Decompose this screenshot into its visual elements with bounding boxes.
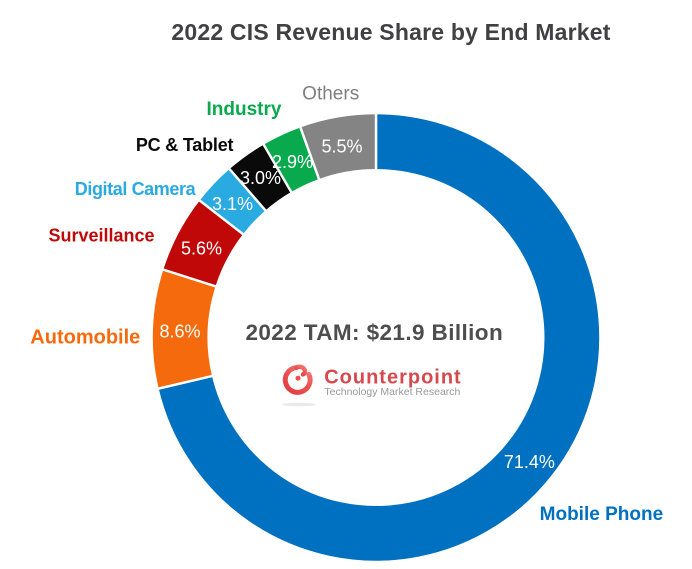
svg-text:2.9%: 2.9% bbox=[272, 152, 313, 172]
svg-text:Surveillance: Surveillance bbox=[48, 226, 154, 246]
svg-text:Industry: Industry bbox=[207, 99, 282, 120]
svg-text:5.6%: 5.6% bbox=[181, 239, 222, 259]
svg-text:5.5%: 5.5% bbox=[321, 137, 362, 157]
svg-text:8.6%: 8.6% bbox=[159, 322, 200, 342]
svg-text:3.1%: 3.1% bbox=[212, 194, 253, 214]
svg-text:3.0%: 3.0% bbox=[240, 168, 281, 188]
svg-text:PC & Tablet: PC & Tablet bbox=[136, 135, 234, 155]
svg-text:2022 CIS Revenue Share by End: 2022 CIS Revenue Share by End Market bbox=[171, 19, 610, 45]
svg-text:Technology Market Research: Technology Market Research bbox=[324, 386, 460, 398]
svg-text:2022 TAM: $21.9 Billion: 2022 TAM: $21.9 Billion bbox=[245, 320, 503, 345]
svg-text:Others: Others bbox=[302, 83, 359, 104]
svg-text:71.4%: 71.4% bbox=[504, 452, 555, 472]
svg-text:Counterpoint: Counterpoint bbox=[324, 367, 462, 389]
svg-text:Digital Camera: Digital Camera bbox=[75, 179, 197, 199]
svg-text:Automobile: Automobile bbox=[30, 326, 140, 348]
svg-text:Mobile Phone: Mobile Phone bbox=[540, 504, 664, 525]
